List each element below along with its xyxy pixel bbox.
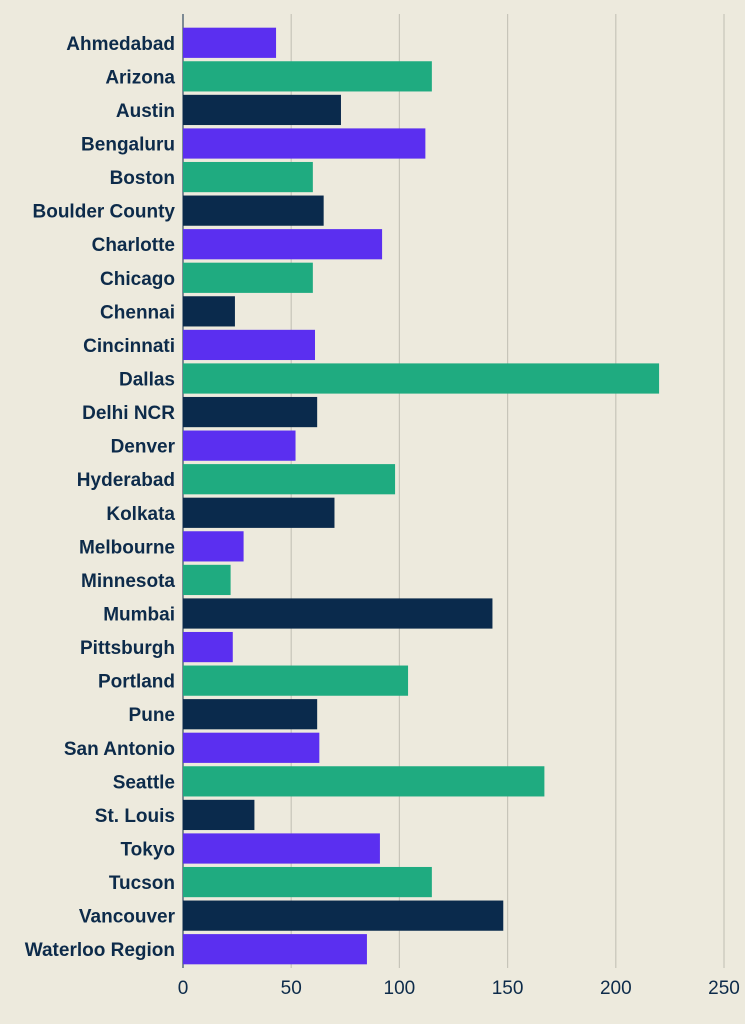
category-label: Seattle	[113, 772, 175, 793]
x-tick-label: 100	[384, 978, 416, 999]
bar-mumbai	[183, 598, 493, 629]
category-label: Boulder County	[33, 202, 176, 223]
x-axis-ticks: 0 50 100 150 200 250	[178, 978, 740, 999]
bar-chennai	[183, 296, 235, 327]
category-label: Kolkata	[106, 504, 175, 525]
bar-delhi-ncr	[183, 396, 318, 428]
category-label: Dallas	[119, 370, 175, 391]
category-label: Pittsburgh	[80, 638, 175, 659]
bar-tokyo	[183, 833, 380, 864]
bar-boulder-county	[183, 195, 324, 226]
category-label: Ahmedabad	[66, 34, 175, 55]
bar-san-antonio	[183, 732, 320, 763]
bar-melbourne	[183, 531, 244, 562]
bar-waterloo-region	[183, 934, 367, 965]
category-label: Austin	[116, 101, 175, 122]
bar-boston	[183, 161, 313, 193]
category-label: Portland	[98, 672, 175, 693]
category-label: Mumbai	[103, 605, 175, 626]
bar-cincinnati	[183, 329, 316, 361]
bar-minnesota	[183, 564, 231, 596]
x-tick-label: 0	[178, 978, 189, 999]
bar-dallas	[183, 363, 660, 394]
bar-bengaluru	[183, 128, 426, 159]
category-label: Waterloo Region	[25, 940, 175, 961]
bar-pune	[183, 699, 318, 730]
category-labels: Ahmedabad Arizona Austin Bengaluru Boston Bou…	[25, 34, 176, 961]
bar-tucson	[183, 866, 432, 898]
category-label: Minnesota	[81, 571, 175, 592]
category-label: Melbourne	[79, 537, 175, 558]
bar-portland	[183, 665, 409, 696]
x-tick-label: 250	[708, 978, 740, 999]
bars	[183, 27, 660, 965]
category-label: Charlotte	[92, 235, 175, 256]
bar-chicago	[183, 262, 313, 293]
bar-vancouver	[183, 900, 504, 931]
category-label: Boston	[110, 168, 175, 189]
bar-hyderabad	[183, 464, 396, 495]
category-label: Cincinnati	[83, 336, 175, 357]
category-label: Chicago	[100, 269, 175, 290]
category-label: San Antonio	[64, 739, 175, 760]
category-label: Tucson	[109, 873, 175, 894]
x-tick-label: 50	[281, 978, 302, 999]
category-label: Vancouver	[79, 907, 176, 928]
category-label: Chennai	[100, 302, 175, 323]
x-tick-label: 200	[600, 978, 632, 999]
bar-seattle	[183, 766, 545, 797]
bar-arizona	[183, 61, 432, 92]
bar-ahmedabad	[183, 27, 277, 58]
category-label: St. Louis	[95, 806, 175, 827]
category-label: Denver	[111, 437, 176, 458]
bar-austin	[183, 94, 341, 126]
category-label: Tokyo	[120, 840, 175, 861]
category-label: Pune	[129, 705, 175, 726]
x-tick-label: 150	[492, 978, 524, 999]
bar-pittsburgh	[183, 631, 233, 663]
category-label: Bengaluru	[81, 135, 175, 156]
category-label: Arizona	[105, 67, 175, 88]
bar-st-louis	[183, 799, 255, 831]
bar-kolkata	[183, 497, 335, 528]
category-label: Hyderabad	[77, 470, 175, 491]
bar-denver	[183, 430, 296, 461]
bar-charlotte	[183, 229, 383, 260]
category-label: Delhi NCR	[82, 403, 175, 424]
